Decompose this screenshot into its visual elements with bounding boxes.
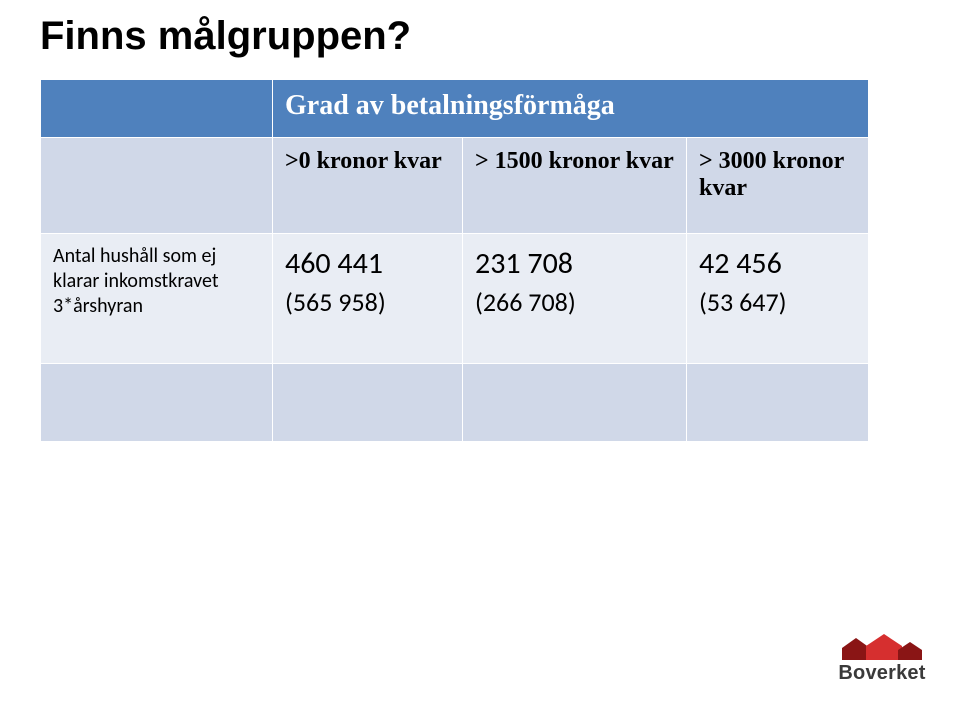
subheader-col1: >0 kronor kvar [273, 138, 463, 234]
cell-primary: 460 441 [285, 244, 450, 285]
empty-cell [463, 364, 687, 442]
cell-col2: 231 708 (266 708) [463, 234, 687, 364]
page-title: Finns målgruppen? [40, 14, 920, 59]
cell-primary: 231 708 [475, 244, 674, 285]
table-row: Antal hushåll som ej klarar inkomstkrave… [41, 234, 869, 364]
logo-text: Boverket [832, 662, 932, 685]
data-table: Grad av betalningsförmåga >0 kronor kvar… [40, 79, 869, 442]
cell-col1: 460 441 (565 958) [273, 234, 463, 364]
table-empty-row [41, 364, 869, 442]
slide: Finns målgruppen? Grad av betalningsförm… [0, 0, 960, 709]
cell-col3: 42 456 (53 647) [687, 234, 869, 364]
cell-primary: 42 456 [699, 244, 856, 285]
header-span: Grad av betalningsförmåga [273, 80, 869, 138]
boverket-logo: Boverket [832, 632, 932, 685]
row-label: Antal hushåll som ej klarar inkomstkrave… [41, 234, 273, 364]
empty-cell [687, 364, 869, 442]
subheader-col3: > 3000 kronor kvar [687, 138, 869, 234]
cell-secondary: (565 958) [285, 285, 450, 320]
logo-houses-icon [832, 632, 932, 660]
header-blank [41, 80, 273, 138]
table-header-row: Grad av betalningsförmåga [41, 80, 869, 138]
subheader-blank [41, 138, 273, 234]
cell-secondary: (266 708) [475, 285, 674, 320]
empty-cell [273, 364, 463, 442]
table-subheader-row: >0 kronor kvar > 1500 kronor kvar > 3000… [41, 138, 869, 234]
empty-cell [41, 364, 273, 442]
cell-secondary: (53 647) [699, 285, 856, 320]
subheader-col2: > 1500 kronor kvar [463, 138, 687, 234]
